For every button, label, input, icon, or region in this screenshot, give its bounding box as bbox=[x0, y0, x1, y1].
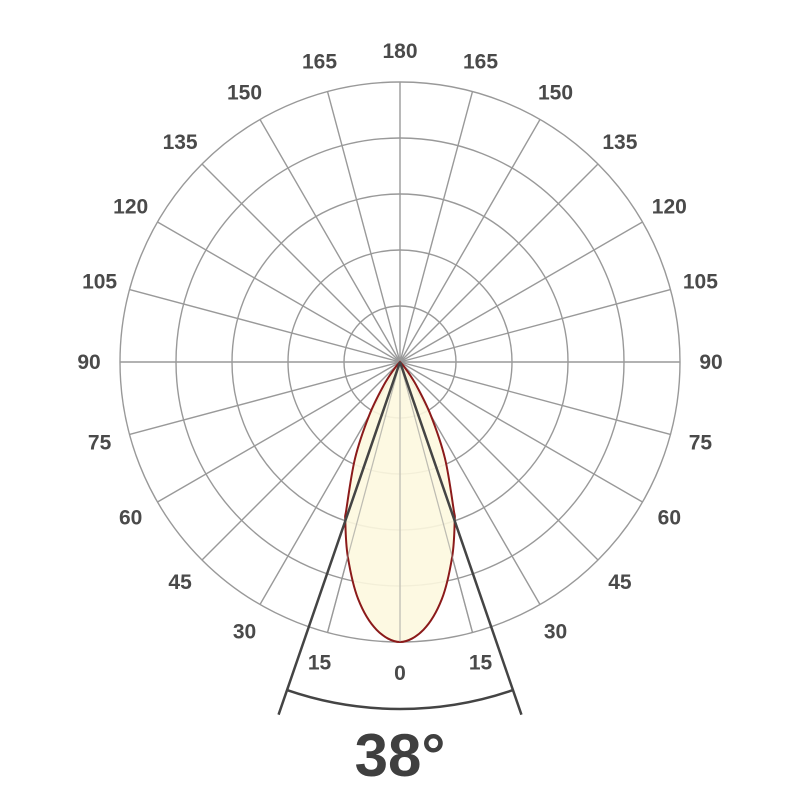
angle-tick-label: 15 bbox=[308, 651, 332, 674]
angle-tick-label: 75 bbox=[689, 431, 713, 454]
grid-spoke bbox=[157, 361, 401, 503]
angle-tick-label: 105 bbox=[82, 271, 117, 294]
grid-spoke-overlay bbox=[326, 361, 401, 633]
intensity-lobe-group bbox=[326, 360, 474, 644]
grid-spoke bbox=[399, 361, 643, 503]
angle-tick-label: 45 bbox=[608, 571, 632, 594]
angle-tick-label: 30 bbox=[233, 620, 256, 643]
angle-tick-label: 150 bbox=[538, 82, 573, 105]
grid-spoke bbox=[399, 361, 671, 436]
angle-tick-label: 90 bbox=[77, 351, 100, 374]
angle-tick-label: 165 bbox=[302, 51, 337, 74]
angle-tick-label: 135 bbox=[163, 131, 198, 154]
angle-tick-label: 135 bbox=[602, 131, 637, 154]
angle-tick-label: 105 bbox=[683, 271, 718, 294]
angle-tick-label: 45 bbox=[168, 571, 192, 594]
angle-tick-label: 0 bbox=[394, 662, 406, 685]
grid-spoke bbox=[399, 361, 599, 561]
beam-angle-group bbox=[277, 361, 523, 716]
angle-tick-label: 15 bbox=[469, 651, 493, 674]
angle-tick-label: 90 bbox=[699, 351, 722, 374]
angle-tick-label: 120 bbox=[652, 196, 687, 219]
beam-line-right bbox=[398, 361, 523, 716]
grid-spoke-overlay bbox=[399, 361, 474, 633]
grid-spoke bbox=[259, 119, 401, 363]
angle-tick-label: 165 bbox=[463, 51, 498, 74]
beam-arc bbox=[286, 688, 514, 711]
grid-spoke bbox=[399, 288, 671, 363]
grid-spoke bbox=[129, 361, 401, 436]
beam-line-left bbox=[277, 361, 402, 716]
angle-tick-label: 60 bbox=[119, 507, 142, 530]
grid-spoke bbox=[129, 288, 401, 363]
beam-angle-label: 38° bbox=[355, 722, 446, 789]
angle-tick-labels: 0 15 15 30 30 45 45 60 60 75 75 90 90 105 105 120 120 135… bbox=[77, 40, 722, 685]
angle-tick-label: 75 bbox=[88, 431, 112, 454]
angle-tick-label: 120 bbox=[113, 196, 148, 219]
grid-spoke bbox=[157, 221, 401, 363]
grid-spoke bbox=[201, 163, 401, 363]
grid-spoke bbox=[326, 91, 401, 363]
angle-tick-label: 150 bbox=[227, 82, 262, 105]
angle-tick-label: 30 bbox=[544, 620, 567, 643]
grid-spoke bbox=[399, 163, 599, 363]
angle-tick-label: 180 bbox=[382, 40, 417, 63]
grid-spoke bbox=[399, 119, 541, 363]
angle-tick-label: 60 bbox=[658, 507, 681, 530]
grid-spoke bbox=[201, 361, 401, 561]
grid-spoke bbox=[399, 221, 643, 363]
grid-spoke bbox=[399, 91, 474, 363]
